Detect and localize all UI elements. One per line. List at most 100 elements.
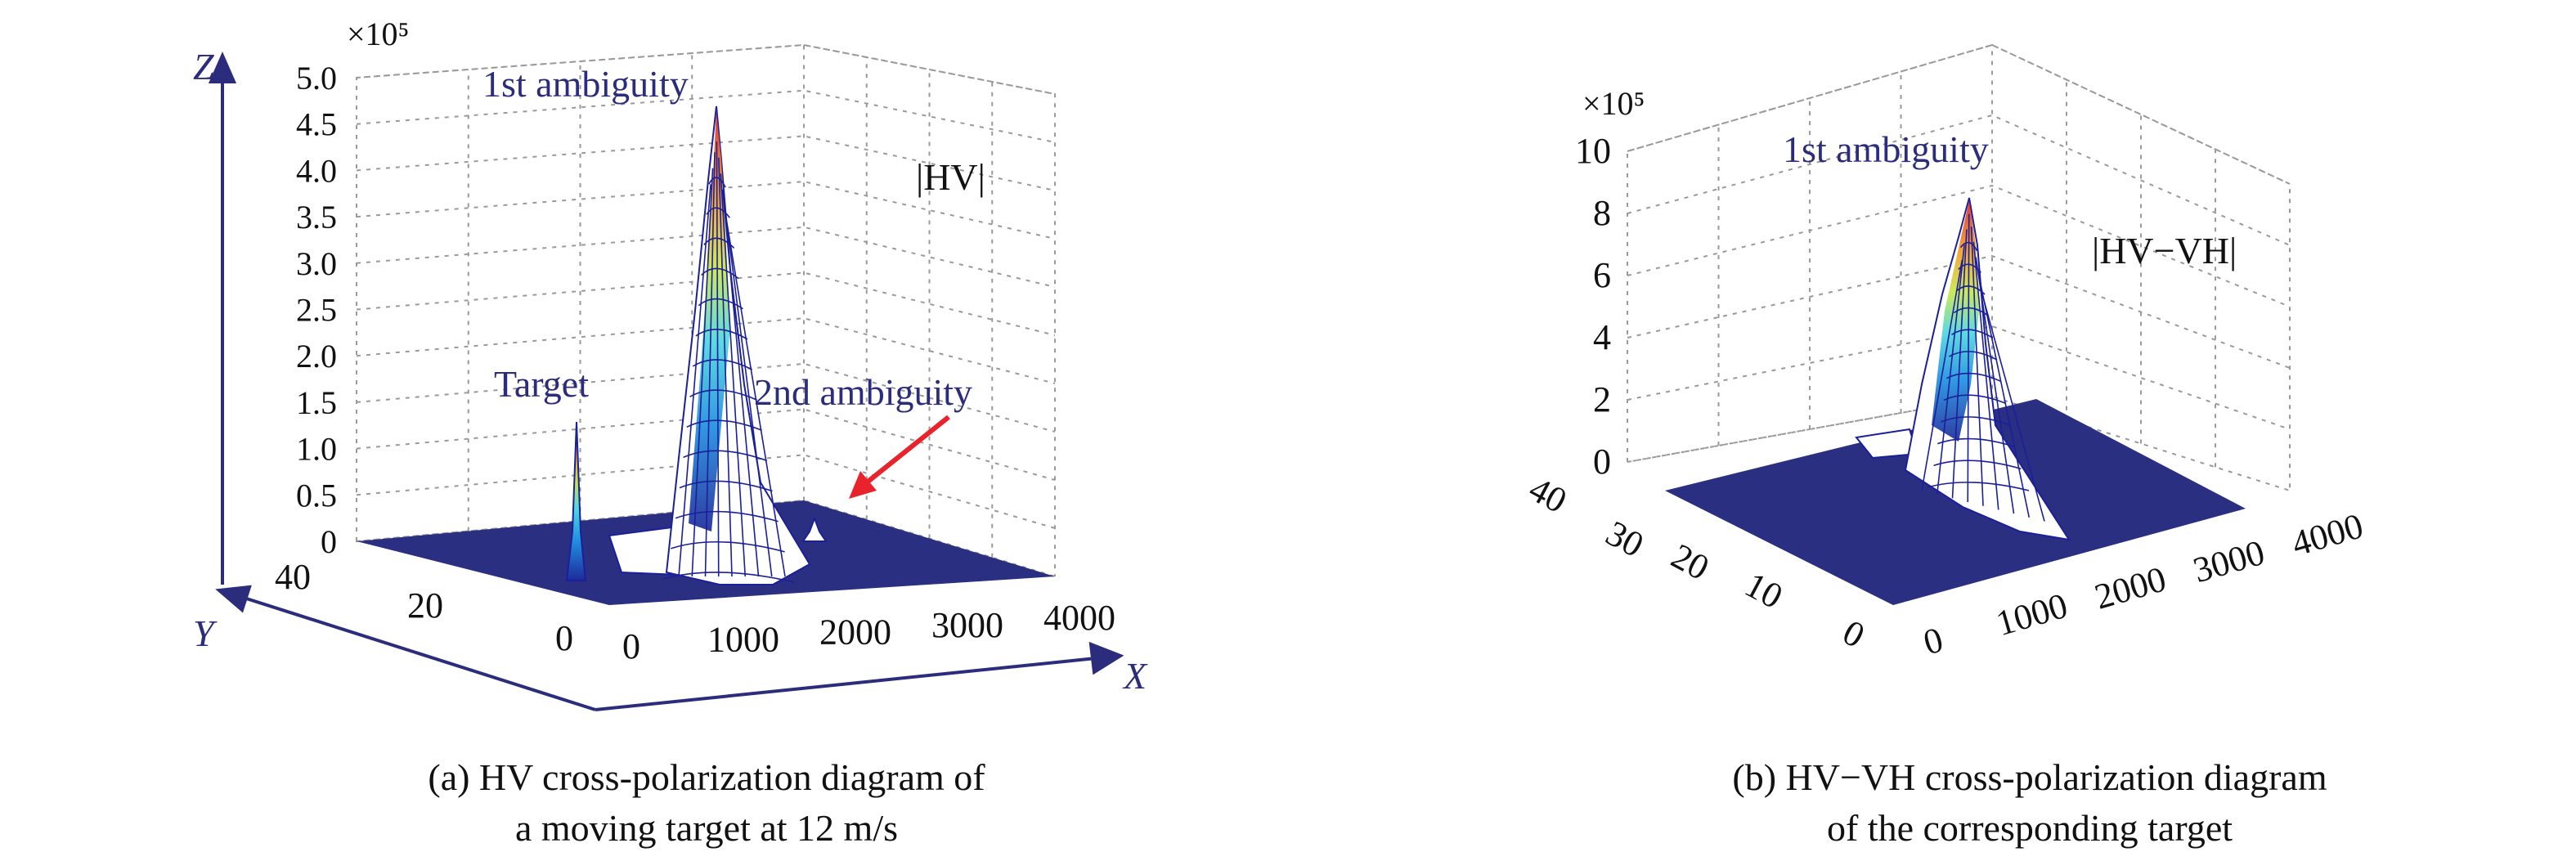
panel-a-mesh-contour xyxy=(662,572,795,583)
panel-a-back-wall-right xyxy=(803,44,1056,576)
panel-a-z-tick-label: 1.0 xyxy=(296,431,337,468)
panel-b-z-gridline xyxy=(1627,254,2291,369)
panel-b-mesh-rib xyxy=(1970,226,1984,506)
panel-b-mesh-rib xyxy=(1972,241,1999,510)
panel-a-surface xyxy=(565,105,828,585)
panel-a-mesh-rib xyxy=(725,221,786,577)
panel-b-back-wall-right xyxy=(1991,44,2291,491)
panel-a-z-gridline xyxy=(356,226,1056,288)
panel-b-mesh-rib xyxy=(1936,244,1965,495)
panel-b-z-tick-label: 8 xyxy=(1593,193,1611,233)
panel-b-vertical-gridlines xyxy=(1717,71,2216,468)
panel-a-z-axis-arrowhead xyxy=(208,52,237,83)
panel-b-z-tick-label: 6 xyxy=(1593,255,1611,295)
panel-b-mesh-contour xyxy=(1936,437,2016,448)
panel-b-annotation-1st-ambiguity: 1st ambiguity xyxy=(1783,128,1989,170)
panel-a-z-tick-label: 5.0 xyxy=(296,60,337,96)
panel-a-grid xyxy=(356,43,1056,577)
panel-a-x-tick-labels: 0 1000 2000 3000 4000 xyxy=(622,598,1115,666)
panel-a-z-tick-label: 1.5 xyxy=(296,384,337,421)
panel-b-mesh-contour xyxy=(1940,416,2011,426)
panel-a-z-gridline xyxy=(356,135,1056,191)
panel-b-caption-line-2: of the corresponding target xyxy=(1826,807,2233,849)
panel-a-x-tick-label: 4000 xyxy=(1043,598,1115,638)
panel-a-annotation-target: Target xyxy=(494,363,589,405)
panel-b-x-tick-label: 0 xyxy=(1919,619,1948,662)
panel-a-z-tick-label: 4.5 xyxy=(296,106,337,143)
panel-b-mesh-rib xyxy=(1975,257,2015,514)
panel-a-surface-label: |HV| xyxy=(916,156,985,198)
panel-a-y-tick-labels: 0 20 40 xyxy=(275,557,573,658)
panel-a-z-gridline xyxy=(356,271,1056,336)
panel-a-z-gridline xyxy=(356,89,1056,143)
panel-b-x-tick-label: 2000 xyxy=(2090,558,2170,617)
panel-a-annotation-1st-ambiguity: 1st ambiguity xyxy=(482,63,689,105)
panel-a-z-gridline xyxy=(356,181,1056,240)
panel-a-z-gridline xyxy=(356,362,1056,433)
panel-a-annotation-2nd-ambiguity: 2nd ambiguity xyxy=(754,371,972,413)
panel-b-mesh-contour xyxy=(1933,460,2022,470)
panel-a-mesh-rib xyxy=(718,157,733,577)
panel-a-mesh-rib xyxy=(691,168,714,577)
panel-a-z-tick-labels: 0 0.5 1.0 1.5 2.0 2.5 3.0 3.5 4.0 4.5 5.0 xyxy=(296,60,337,560)
panel-a-x-tick-label: 1000 xyxy=(707,619,779,659)
panel-b-y-tick-label: 40 xyxy=(1523,469,1573,521)
panel-a-z-axis-label: Z xyxy=(193,46,214,87)
panel-b-z-gridline xyxy=(1627,184,2291,307)
panel-a-z-gridlines xyxy=(356,43,1056,577)
panel-a-x-tick-label: 0 xyxy=(622,626,640,666)
panel-b-z-tick-label: 10 xyxy=(1575,131,1611,171)
panel-b-grid xyxy=(1627,43,2291,491)
panel-a-mesh-rib xyxy=(678,184,711,577)
panel-a-z-tick-label: 3.0 xyxy=(296,245,337,282)
panel-b-mesh-rib xyxy=(1951,229,1968,499)
panel-a-mesh-rib xyxy=(720,173,747,577)
panel-a-mesh-contour xyxy=(698,298,743,310)
panel-a-y-tick-label: 40 xyxy=(275,557,311,597)
panel-a-axes xyxy=(208,52,1124,711)
panel-a-main-peak-color xyxy=(689,110,730,531)
panel-b-z-multiplier: ×10⁵ xyxy=(1582,85,1645,122)
panel-b-caption: (b) HV−VH cross-polarization diagram of … xyxy=(1539,752,2520,854)
panel-b-mesh-rib xyxy=(1921,259,1963,491)
panel-a-mesh-rib xyxy=(721,189,760,577)
panel-b-z-gridline xyxy=(1627,325,2291,430)
panel-a-z-gridline xyxy=(356,499,1056,577)
panel-a-x-axis-arrowhead xyxy=(1088,641,1124,675)
panel-b-mesh-rib xyxy=(1977,272,2031,518)
panel-a-vertical-gridlines xyxy=(467,53,994,558)
panel-a-second-ambiguity-peak xyxy=(801,516,828,542)
panel-b-mesh-contour xyxy=(1945,372,2002,383)
panel-a: 0 0.5 1.0 1.5 2.0 2.5 3.0 3.5 4.0 4.5 5.0 ×10⁵ 0 20… xyxy=(193,16,1148,711)
panel-b-z-tick-label: 4 xyxy=(1593,317,1611,357)
panel-a-caption-line-2: a moving target at 12 m/s xyxy=(514,807,899,849)
panel-b-main-peak-color xyxy=(1932,200,1979,442)
panel-a-mesh-lines xyxy=(662,141,795,583)
panel-a-z-tick-label: 4.0 xyxy=(296,152,337,189)
panel-a-mesh-rib xyxy=(724,205,773,577)
panel-a-mesh-rib xyxy=(704,152,716,577)
panel-a-caption-line-1: (a) HV cross-polarization diagram of xyxy=(428,756,985,798)
panel-b-x-tick-label: 4000 xyxy=(2287,505,2367,563)
panel-a-z-gridline xyxy=(356,454,1056,529)
panel-b-y-tick-label: 10 xyxy=(1739,564,1789,617)
panel-b-mesh-contour xyxy=(1927,482,2030,491)
panel-b-mesh-lines xyxy=(1921,213,2045,522)
panel-a-mesh-rib xyxy=(716,141,720,577)
panel-a-z-tick-label: 2.5 xyxy=(296,292,337,329)
panel-b-y-tick-label: 30 xyxy=(1600,513,1650,565)
panel-b-surface-label: |HV−VH| xyxy=(2092,230,2237,271)
panel-b-y-tick-label: 20 xyxy=(1665,536,1716,588)
panel-b-z-gridline xyxy=(1627,43,2291,185)
panel-a-x-tick-label: 3000 xyxy=(931,605,1003,645)
panel-b-z-tick-labels: 0 2 4 6 8 10 xyxy=(1575,131,1611,482)
panel-b-z-gridlines xyxy=(1627,43,2291,491)
panel-a-z-tick-label: 3.5 xyxy=(296,199,337,235)
panel-a-y-tick-label: 20 xyxy=(407,585,443,626)
panel-b-mesh-contour xyxy=(1943,394,2007,405)
panel-b-caption-line-1: (b) HV−VH cross-polarization diagram xyxy=(1732,756,2327,798)
panel-b-z-tick-label: 2 xyxy=(1593,379,1611,419)
panel-b-x-tick-label: 3000 xyxy=(2188,532,2269,590)
panel-a-caption: (a) HV cross-polarization diagram of a m… xyxy=(216,752,1197,854)
panel-a-y-axis-line xyxy=(240,595,596,711)
